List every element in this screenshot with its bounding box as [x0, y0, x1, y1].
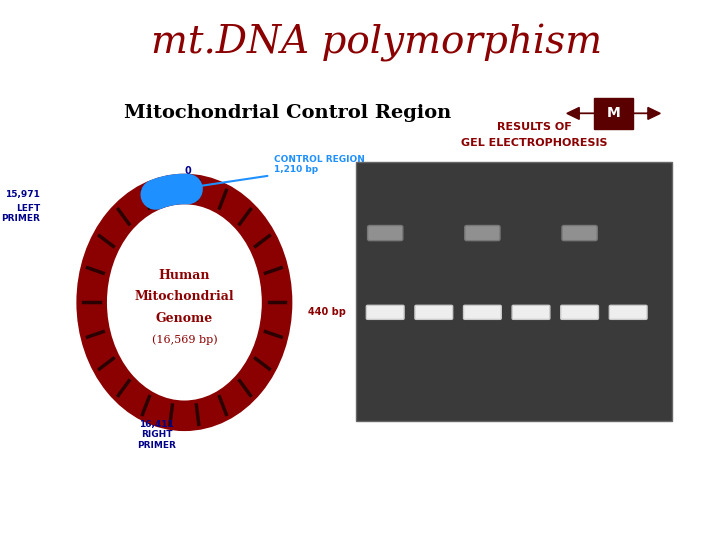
- Text: 15,971: 15,971: [5, 190, 40, 199]
- FancyBboxPatch shape: [465, 226, 500, 241]
- FancyArrow shape: [633, 107, 660, 119]
- Text: RESULTS OF: RESULTS OF: [498, 122, 572, 132]
- Text: 440 bp: 440 bp: [308, 307, 346, 318]
- FancyBboxPatch shape: [561, 305, 598, 319]
- FancyBboxPatch shape: [366, 305, 404, 319]
- FancyBboxPatch shape: [368, 226, 402, 241]
- Text: GEL ELECTROPHORESIS: GEL ELECTROPHORESIS: [462, 138, 608, 148]
- FancyBboxPatch shape: [609, 305, 647, 319]
- FancyBboxPatch shape: [415, 305, 453, 319]
- Text: Human: Human: [158, 269, 210, 282]
- Text: (16,569 bp): (16,569 bp): [151, 335, 217, 346]
- Text: Genome: Genome: [156, 312, 213, 325]
- FancyBboxPatch shape: [356, 162, 672, 421]
- FancyBboxPatch shape: [562, 226, 597, 241]
- Text: LEFT
PRIMER: LEFT PRIMER: [1, 204, 40, 223]
- Text: 0: 0: [184, 166, 191, 176]
- FancyBboxPatch shape: [464, 305, 501, 319]
- Text: mt.DNA polymorphism: mt.DNA polymorphism: [151, 24, 602, 62]
- Text: Mitochondrial: Mitochondrial: [135, 291, 234, 303]
- FancyBboxPatch shape: [594, 98, 633, 129]
- Text: M: M: [607, 106, 621, 120]
- FancyArrow shape: [567, 107, 594, 119]
- Text: CONTROL REGION
1,210 bp: CONTROL REGION 1,210 bp: [274, 155, 364, 174]
- FancyBboxPatch shape: [512, 305, 550, 319]
- Text: Mitochondrial Control Region: Mitochondrial Control Region: [124, 104, 451, 123]
- Text: 16,411
RIGHT
PRIMER: 16,411 RIGHT PRIMER: [137, 420, 176, 450]
